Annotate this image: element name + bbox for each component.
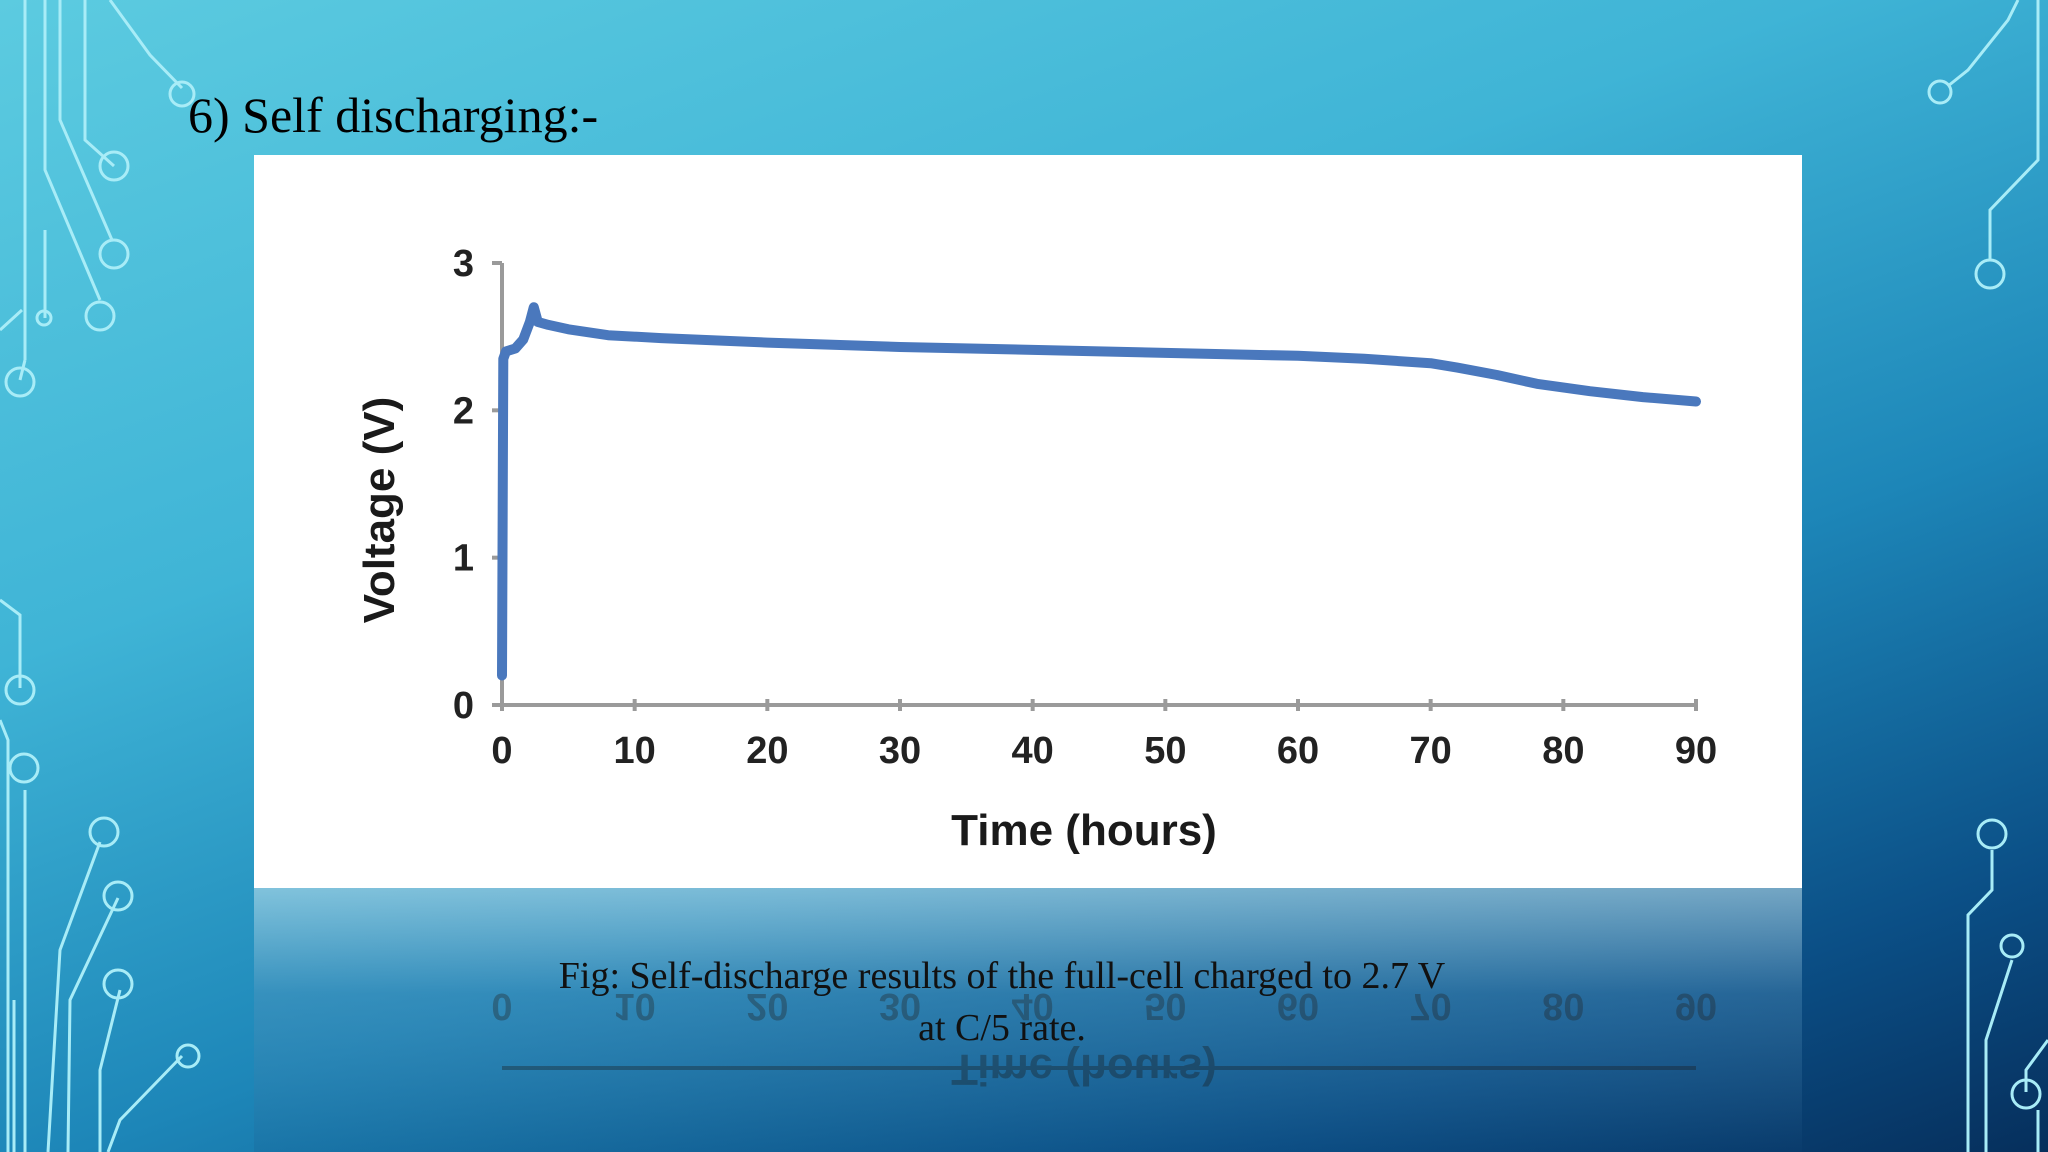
y-tick-label: 3 [453,243,474,285]
y-tick-label: 0 [453,685,474,727]
x-tick-label: 30 [879,730,921,772]
reflected-x-tick-label: 40 [1012,985,1054,1027]
slide-title: 6) Self discharging:- [188,87,599,143]
y-axis-title: Voltage (V) [355,397,404,624]
reflected-x-tick-label: 20 [746,985,788,1027]
x-tick-label: 10 [614,730,656,772]
y-tick-label: 1 [453,538,474,580]
x-tick-label: 50 [1144,730,1186,772]
caption-line-2: at C/5 rate. [918,1007,1086,1049]
voltage-time-chart: 0 1 2 3 0 10 20 30 40 50 60 70 80 90 Time (hours) Vo… [355,243,1717,855]
circuit-decoration-right [1927,0,2048,1152]
reflected-x-tick-label: 60 [1277,985,1319,1027]
y-tick-label: 2 [453,390,474,432]
chart-reflection: Time (hours) 0 10 20 30 40 50 60 70 80 90 [254,888,1802,1152]
reflected-x-tick-label: 10 [614,985,656,1027]
reflected-x-tick-label: 30 [879,985,921,1027]
x-tick-label: 40 [1012,730,1054,772]
chart-reflection-graphic: Time (hours) 0 10 20 30 40 50 60 70 80 90 [491,985,1717,1094]
x-ticks: 0 10 20 30 40 50 60 70 80 90 [491,699,1717,772]
chart-panel: 0 1 2 3 0 10 20 30 40 50 60 70 80 90 Time (hours) Vo… [254,155,1802,888]
x-tick-label: 70 [1410,730,1452,772]
x-tick-label: 0 [491,730,512,772]
x-tick-label: 20 [746,730,788,772]
reflected-x-tick-label: 80 [1542,985,1584,1027]
circuit-decoration-left [0,0,201,1152]
y-ticks: 0 1 2 3 [453,243,502,727]
caption-line-1: Fig: Self-discharge results of the full-… [558,955,1446,997]
x-tick-label: 60 [1277,730,1319,772]
x-tick-label: 90 [1675,730,1717,772]
x-axis-title: Time (hours) [951,806,1217,855]
reflected-x-tick-label: 0 [491,985,512,1027]
series-line-voltage [497,302,1701,681]
reflected-x-axis-title: Time (hours) [951,1045,1217,1094]
reflected-x-tick-label: 70 [1410,985,1452,1027]
x-tick-label: 80 [1542,730,1584,772]
figure-caption: Fig: Self-discharge results of the full-… [300,950,1704,1054]
reflected-x-tick-label: 50 [1144,985,1186,1027]
reflected-x-tick-label: 90 [1675,985,1717,1027]
